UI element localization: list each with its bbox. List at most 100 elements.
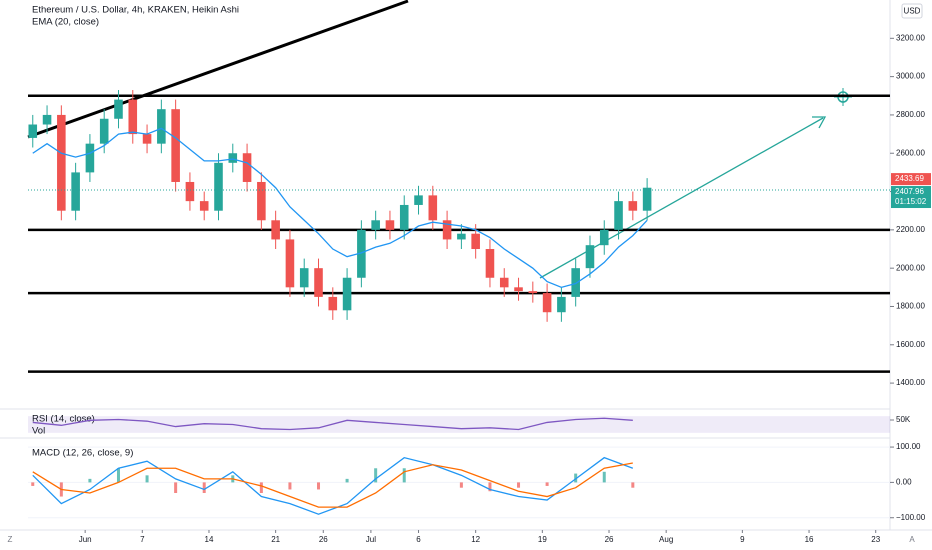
candle-body (128, 99, 138, 135)
price-tag (891, 186, 931, 199)
histogram-bar (459, 482, 463, 488)
zoom-button[interactable]: Z (8, 535, 13, 544)
histogram-bar (374, 468, 378, 483)
candle-body (442, 220, 452, 240)
line-series (32, 462, 633, 508)
x-tick-label: 14 (205, 535, 214, 544)
candle-body (271, 220, 280, 240)
x-tick-label: 7 (140, 535, 145, 544)
candle-body (71, 172, 80, 211)
x-tick-label: 26 (319, 535, 328, 544)
candle-body (485, 249, 495, 278)
price-tag-label: 2407.96 (895, 187, 924, 196)
y-tick-label: 0.00 (896, 478, 912, 487)
histogram-bar (545, 482, 549, 486)
candle-body (471, 233, 480, 250)
histogram-bar (488, 482, 492, 492)
candle-body (399, 204, 409, 230)
y-tick-label: 100.00 (896, 442, 921, 451)
y-tick-label: 1400.00 (896, 378, 925, 387)
price-tag (891, 173, 931, 186)
candle-body (499, 277, 509, 288)
histogram-bar (88, 478, 92, 483)
candle-body (628, 201, 638, 211)
vol-tick-label: 50K (896, 415, 911, 424)
line-series (32, 417, 633, 431)
x-tick-label: 19 (538, 535, 547, 544)
candle-body (528, 291, 538, 294)
candle-body (228, 153, 238, 163)
candle-body (557, 296, 566, 313)
histogram-bar (345, 478, 349, 483)
candle-body (357, 229, 366, 278)
candle-body (457, 233, 466, 240)
y-tick-label: 1800.00 (896, 302, 925, 311)
histogram-bar (602, 471, 606, 483)
histogram-bar (574, 473, 578, 483)
candle-body (214, 162, 223, 211)
currency-box[interactable] (901, 3, 923, 19)
candle-body (242, 153, 252, 182)
histogram-bar (317, 482, 321, 490)
candle-body (642, 187, 652, 211)
x-tick-label: Aug (659, 535, 673, 544)
candle-body (99, 118, 109, 144)
candle-body (142, 134, 152, 144)
trend-line[interactable] (27, 0, 409, 139)
candle-body (299, 268, 309, 288)
countdown-tag (891, 197, 931, 209)
pane-label: Ethereum / U.S. Dollar, 4h, KRAKEN, Heik… (32, 5, 239, 16)
x-tick-label: 21 (271, 535, 280, 544)
candle-body (185, 181, 195, 202)
candle-body (328, 296, 338, 311)
candle-body (114, 99, 123, 119)
pane-label: MACD (12, 26, close, 9) (32, 448, 133, 459)
candle-body (428, 195, 438, 221)
candle-body (414, 195, 423, 205)
candle-body (42, 114, 52, 125)
y-tick-label: 1600.00 (896, 340, 925, 349)
x-tick-label: Jun (79, 535, 92, 544)
y-tick-label: 3000.00 (896, 72, 925, 81)
pane-label: RSI (14, close) (32, 414, 95, 425)
candle-body (599, 229, 609, 246)
candle-body (157, 109, 166, 144)
candle-body (514, 287, 523, 292)
x-tick-label: Jul (366, 535, 376, 544)
y-tick-label: 3200.00 (896, 33, 925, 42)
currency: USD (904, 7, 921, 16)
histogram-bar (517, 482, 521, 488)
histogram-bar (116, 468, 120, 483)
candle-body (614, 201, 623, 230)
line-series (32, 127, 648, 289)
histogram-bar (202, 482, 206, 493)
rsi-band (28, 416, 890, 433)
candle-body (57, 114, 66, 211)
y-tick-label: 2600.00 (896, 148, 925, 157)
histogram-bar (288, 482, 292, 490)
y-tick-label: 2200.00 (896, 225, 925, 234)
histogram-bar (174, 482, 178, 493)
pane-label: EMA (20, close) (32, 17, 99, 28)
y-tick-label: −100.00 (896, 513, 926, 522)
price-tag-label: 2433.69 (895, 174, 924, 183)
candle-body (542, 293, 552, 313)
countdown: 01:15:02 (895, 197, 927, 206)
candle-body (314, 268, 323, 297)
auto-scale-button[interactable]: A (909, 535, 915, 544)
candle-body (571, 268, 580, 297)
x-tick-label: 23 (871, 535, 880, 544)
x-tick-label: 6 (416, 535, 421, 544)
candle-body (585, 245, 595, 269)
histogram-bar (31, 482, 35, 486)
candle-body (285, 239, 295, 288)
histogram-bar (631, 482, 635, 488)
candle-body (28, 124, 38, 138)
x-tick-label: 16 (805, 535, 814, 544)
y-tick-label: 2000.00 (896, 263, 925, 272)
y-tick-label: 2800.00 (896, 110, 925, 119)
x-tick-label: 9 (740, 535, 745, 544)
histogram-bar (145, 475, 149, 483)
